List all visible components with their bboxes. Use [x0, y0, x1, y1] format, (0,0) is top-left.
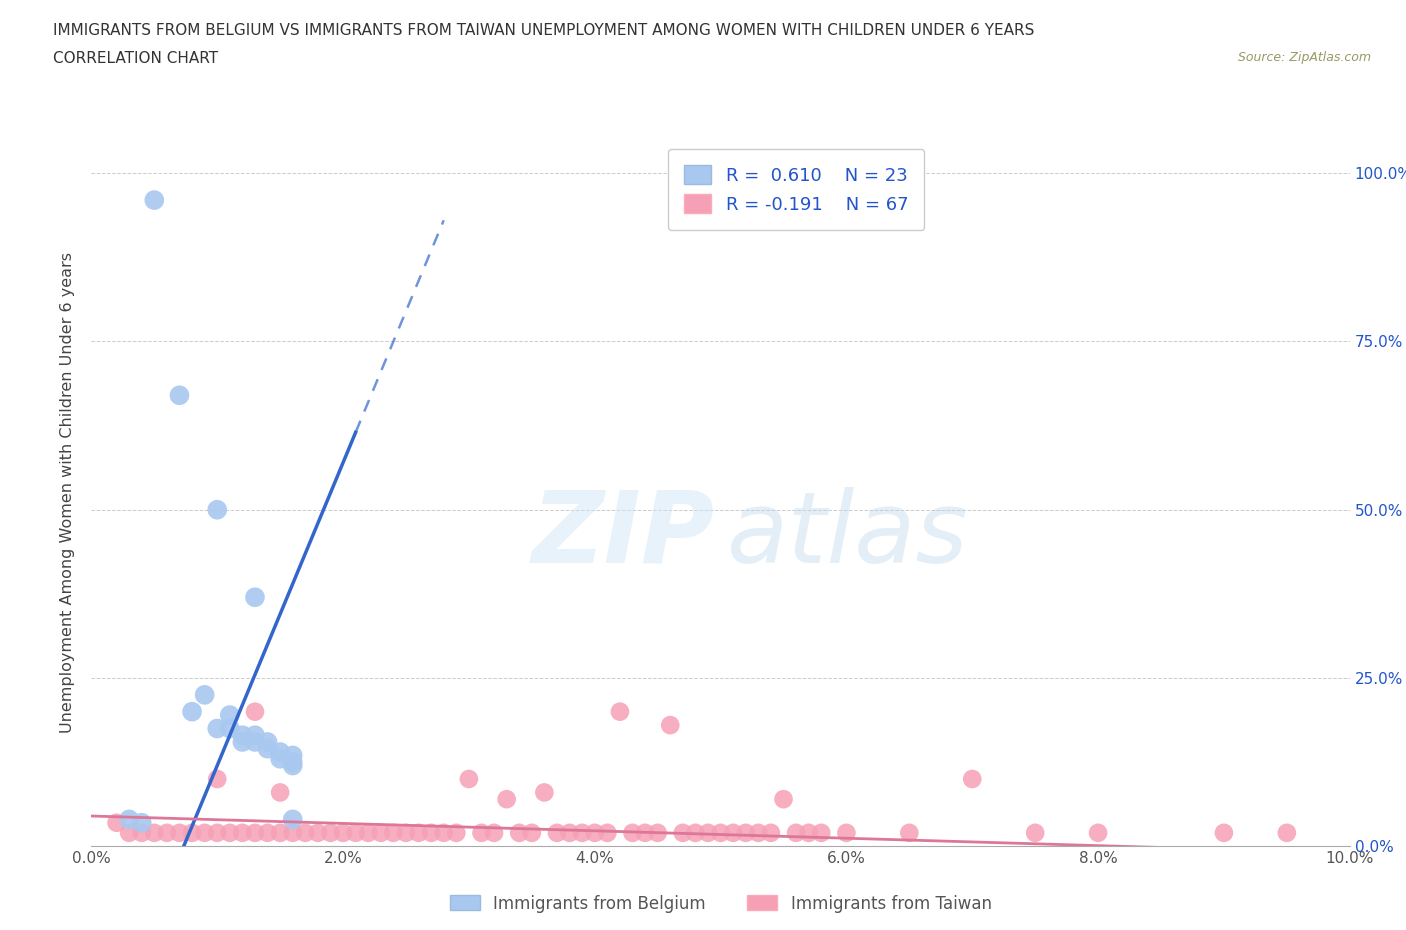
Point [194, 826, 217, 841]
Point [395, 826, 418, 841]
Text: IMMIGRANTS FROM BELGIUM VS IMMIGRANTS FROM TAIWAN UNEMPLOYMENT AMONG WOMEN WITH : IMMIGRANTS FROM BELGIUM VS IMMIGRANTS FR… [53, 23, 1035, 38]
Legend: Immigrants from Belgium, Immigrants from Taiwan: Immigrants from Belgium, Immigrants from… [443, 888, 998, 919]
Point [205, 826, 228, 841]
Point [621, 826, 644, 841]
Point [231, 728, 253, 743]
Point [205, 721, 228, 736]
Point [131, 826, 153, 841]
Point [672, 826, 695, 841]
Text: ZIP: ZIP [531, 486, 714, 584]
Point [243, 735, 266, 750]
Point [457, 772, 479, 787]
Point [218, 826, 240, 841]
Point [194, 687, 217, 702]
Point [256, 735, 278, 750]
Point [797, 826, 820, 841]
Point [118, 826, 141, 841]
Point [269, 785, 291, 800]
Point [583, 826, 606, 841]
Point [243, 704, 266, 719]
Text: atlas: atlas [727, 486, 969, 584]
Point [294, 826, 316, 841]
Point [307, 826, 329, 841]
Point [772, 791, 794, 806]
Point [156, 826, 179, 841]
Point [571, 826, 593, 841]
Point [609, 704, 631, 719]
Point [281, 826, 304, 841]
Point [131, 816, 153, 830]
Text: CORRELATION CHART: CORRELATION CHART [53, 51, 218, 66]
Point [269, 751, 291, 766]
Point [169, 826, 191, 841]
Point [231, 735, 253, 750]
Point [143, 826, 166, 841]
Y-axis label: Unemployment Among Women with Children Under 6 years: Unemployment Among Women with Children U… [59, 252, 75, 734]
Point [382, 826, 405, 841]
Point [243, 590, 266, 604]
Point [709, 826, 731, 841]
Point [659, 718, 682, 733]
Point [596, 826, 619, 841]
Point [835, 826, 858, 841]
Point [319, 826, 342, 841]
Point [231, 826, 253, 841]
Point [759, 826, 782, 841]
Point [243, 826, 266, 841]
Point [962, 772, 984, 787]
Point [408, 826, 430, 841]
Point [433, 826, 456, 841]
Point [470, 826, 492, 841]
Point [697, 826, 720, 841]
Point [118, 812, 141, 827]
Point [495, 791, 517, 806]
Point [256, 741, 278, 756]
Point [181, 826, 204, 841]
Point [1087, 826, 1109, 841]
Point [256, 826, 278, 841]
Point [357, 826, 380, 841]
Point [533, 785, 555, 800]
Point [370, 826, 392, 841]
Point [243, 728, 266, 743]
Point [1212, 826, 1236, 841]
Point [685, 826, 707, 841]
Point [1275, 826, 1298, 841]
Point [482, 826, 505, 841]
Point [181, 704, 204, 719]
Point [218, 708, 240, 723]
Point [508, 826, 530, 841]
Point [269, 745, 291, 760]
Point [558, 826, 581, 841]
Point [785, 826, 807, 841]
Point [218, 721, 240, 736]
Point [721, 826, 744, 841]
Point [281, 755, 304, 770]
Point [205, 502, 228, 517]
Point [1024, 826, 1046, 841]
Point [105, 816, 128, 830]
Point [420, 826, 443, 841]
Point [634, 826, 657, 841]
Point [747, 826, 769, 841]
Point [205, 772, 228, 787]
Point [281, 758, 304, 773]
Point [898, 826, 921, 841]
Point [734, 826, 756, 841]
Text: Source: ZipAtlas.com: Source: ZipAtlas.com [1237, 51, 1371, 64]
Point [281, 748, 304, 763]
Point [332, 826, 354, 841]
Point [344, 826, 367, 841]
Point [810, 826, 832, 841]
Point [281, 812, 304, 827]
Point [647, 826, 669, 841]
Point [546, 826, 568, 841]
Point [143, 193, 166, 207]
Point [169, 388, 191, 403]
Point [446, 826, 468, 841]
Point [520, 826, 543, 841]
Point [269, 826, 291, 841]
